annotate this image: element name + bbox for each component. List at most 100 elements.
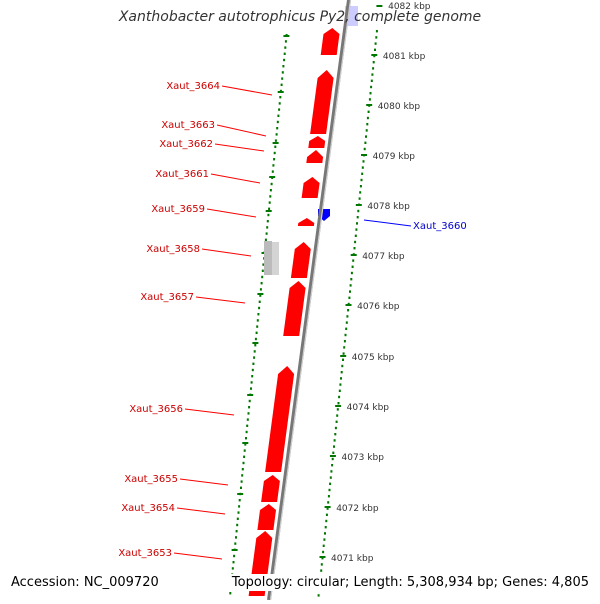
- scale-tick: [365, 129, 368, 132]
- left-scale-ticks: [229, 34, 290, 595]
- scale-tick: [357, 209, 360, 213]
- scale-label: 4081 kbp: [383, 52, 426, 62]
- scale-tick: [253, 350, 256, 353]
- scale-tick: [254, 344, 257, 347]
- label-leader-line: [201, 248, 252, 257]
- scale-tick: [366, 116, 369, 120]
- accession-label: Accession: NC_009720: [9, 574, 161, 591]
- scale-tick: [251, 368, 254, 372]
- gene-label: Xaut_3656: [129, 404, 183, 415]
- scale-tick: [331, 464, 334, 467]
- label-leader-line: [173, 552, 223, 560]
- scale-tick: [254, 337, 257, 341]
- scale-tick: [348, 296, 351, 299]
- scale-tick: [276, 127, 279, 130]
- scale-tick: [342, 352, 345, 355]
- scale-tick: [339, 383, 342, 386]
- gene-label: Xaut_3661: [155, 169, 209, 180]
- scale-label: 4072 kbp: [336, 504, 379, 514]
- scale-tick: [265, 232, 268, 235]
- scale-tick: [359, 191, 362, 194]
- scale-tick: [241, 474, 244, 477]
- scale-tick: [366, 123, 369, 126]
- scale-tick: [317, 594, 320, 597]
- label-leader-line: [206, 208, 257, 218]
- scale-tick: [248, 399, 251, 403]
- gene-arrow-forward: [306, 150, 324, 163]
- scale-tick: [349, 284, 352, 287]
- scale-tick: [238, 505, 241, 508]
- scale-tick: [360, 178, 363, 182]
- scale-tick: [235, 536, 237, 539]
- scale-tick: [327, 501, 330, 504]
- scale-labels: 4082 kbp 4081 kbp 4080 kbp 4079 kbp 4078 kbp…: [331, 2, 431, 564]
- scale-tick: [354, 240, 357, 244]
- scale-tick: [247, 412, 250, 415]
- scale-label: 4082 kbp: [388, 2, 431, 12]
- scale-tick: [251, 375, 254, 378]
- scale-tick: [259, 288, 262, 291]
- scale-tick: [278, 108, 281, 111]
- scale-tick: [374, 48, 376, 51]
- scale-tick: [342, 358, 344, 361]
- gene-label: Xaut_3664: [166, 81, 220, 92]
- gene-label: Xaut_3658: [146, 244, 200, 255]
- scale-tick: [355, 228, 358, 231]
- scale-tick: [340, 377, 342, 380]
- scale-tick: [356, 222, 358, 225]
- gene-features: [248, 6, 358, 596]
- scale-tick: [331, 457, 334, 461]
- scale-tick: [243, 449, 246, 452]
- scale-tick: [260, 282, 263, 285]
- scale-tick: [322, 550, 325, 554]
- scale-tick: [237, 511, 240, 514]
- scale-tick: [258, 306, 261, 310]
- gene-arrow-forward: [265, 366, 295, 472]
- scale-tick: [235, 530, 238, 533]
- scale-tick: [364, 141, 367, 144]
- scale-tick: [328, 488, 331, 492]
- gene-arrow-forward: [257, 504, 276, 530]
- scale-tick: [349, 290, 351, 293]
- scale-tick: [353, 247, 356, 250]
- label-leader-line: [195, 296, 246, 304]
- scale-tick: [245, 430, 248, 434]
- scale-tick: [335, 420, 338, 423]
- gene-arrow-forward: [310, 70, 334, 134]
- scale-tick: [268, 201, 271, 204]
- scale-label: 4074 kbp: [347, 403, 390, 413]
- gene-arrow-forward: [320, 28, 340, 55]
- scale-label: 4075 kbp: [352, 353, 395, 363]
- gene-arrow-forward: [301, 177, 320, 198]
- scale-tick: [332, 451, 335, 454]
- scale-tick: [320, 569, 323, 572]
- scale-tick: [269, 189, 272, 192]
- scale-tick: [271, 170, 274, 173]
- scale-tick: [261, 269, 264, 272]
- gene-arrow-forward: [283, 281, 306, 336]
- gene-label: Xaut_3659: [151, 204, 205, 215]
- label-leader-line: [214, 143, 265, 152]
- scale-tick: [284, 40, 287, 43]
- scale-label: 4076 kbp: [357, 302, 400, 312]
- gene-label: Xaut_3657: [140, 292, 194, 303]
- scale-tick: [320, 563, 323, 566]
- scale-label: 4077 kbp: [362, 252, 405, 262]
- scale-tick: [268, 207, 271, 210]
- scale-tick: [370, 85, 373, 89]
- scale-tick: [281, 71, 284, 74]
- map-title: Xanthobacter autotrophicus Py2, complete…: [118, 9, 482, 25]
- scale-tick: [282, 65, 285, 68]
- scale-tick: [258, 300, 261, 303]
- gene-arrow-forward: [290, 242, 311, 278]
- scale-tick: [372, 67, 375, 70]
- scale-tick: [234, 542, 237, 545]
- label-leader-line: [221, 85, 273, 96]
- scale-tick: [351, 265, 354, 268]
- scale-label: 4073 kbp: [342, 453, 385, 463]
- scale-tick: [338, 389, 341, 392]
- scale-tick: [245, 437, 247, 440]
- label-leader-line: [363, 219, 412, 227]
- scale-tick: [250, 381, 253, 384]
- scale-tick: [280, 83, 283, 86]
